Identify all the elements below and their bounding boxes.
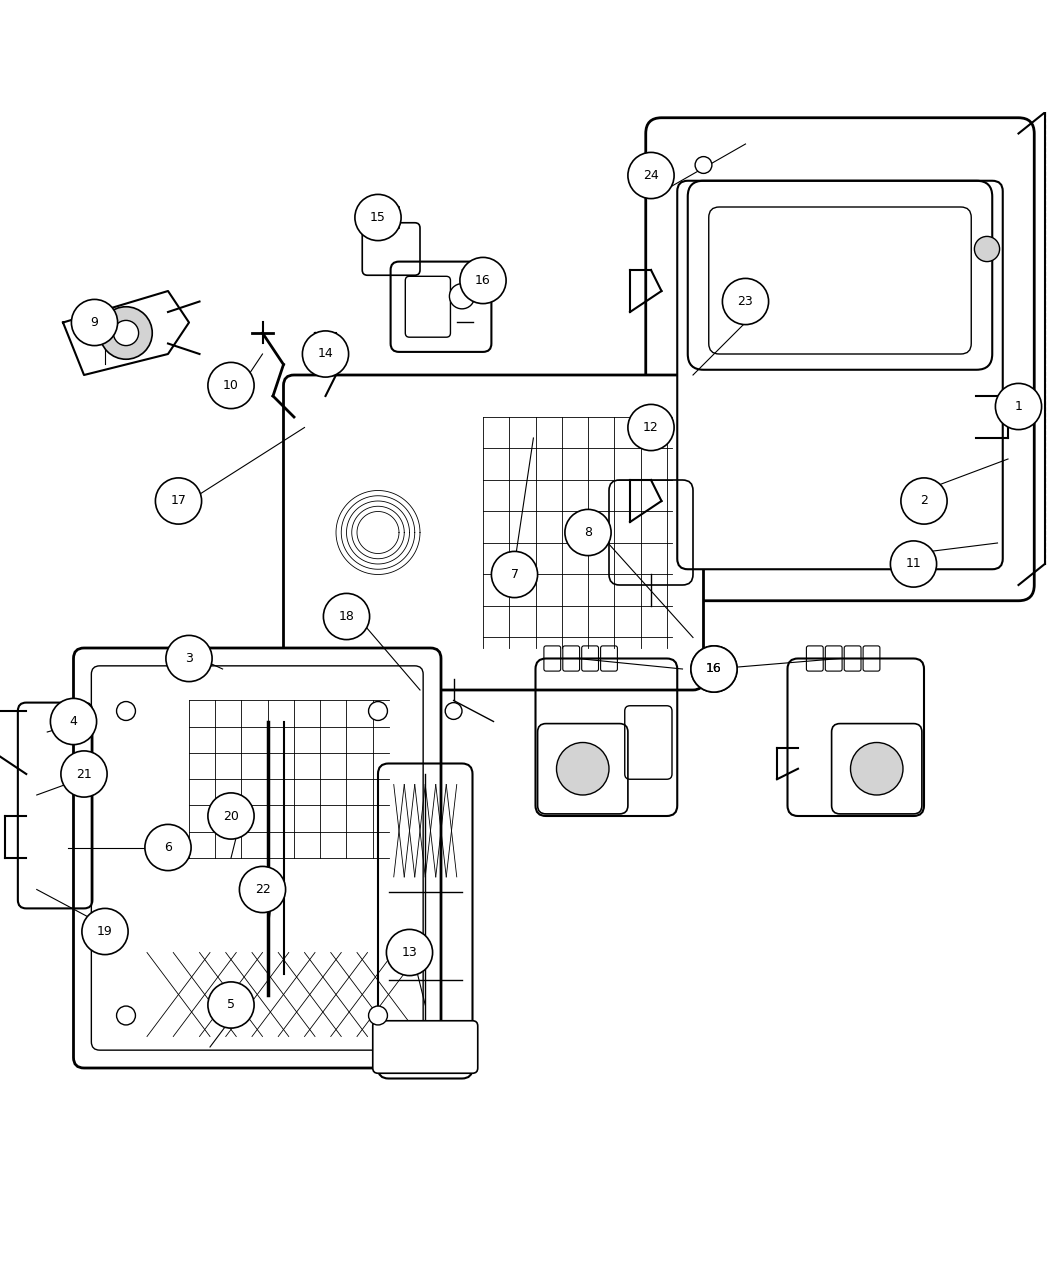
Circle shape [445, 703, 462, 719]
Text: 3: 3 [185, 652, 193, 666]
FancyBboxPatch shape [373, 1021, 478, 1074]
Text: 11: 11 [905, 557, 922, 570]
Circle shape [449, 283, 475, 309]
Text: 20: 20 [223, 810, 239, 822]
Text: 10: 10 [223, 379, 239, 391]
Text: 23: 23 [737, 295, 754, 309]
Circle shape [323, 593, 370, 640]
FancyBboxPatch shape [677, 181, 1003, 569]
Text: 8: 8 [584, 527, 592, 539]
Text: 1: 1 [1014, 400, 1023, 413]
Text: 16: 16 [706, 663, 722, 676]
Circle shape [145, 825, 191, 871]
Text: 16: 16 [706, 663, 722, 676]
Text: 15: 15 [370, 210, 386, 224]
Polygon shape [63, 291, 189, 375]
Circle shape [386, 929, 433, 975]
Text: 21: 21 [76, 768, 92, 780]
Circle shape [113, 320, 139, 346]
FancyBboxPatch shape [74, 648, 441, 1068]
Circle shape [302, 332, 349, 377]
Text: 18: 18 [338, 609, 355, 623]
FancyBboxPatch shape [646, 117, 1034, 601]
Circle shape [117, 701, 135, 720]
Circle shape [117, 1006, 135, 1025]
Text: 17: 17 [170, 495, 187, 507]
Circle shape [691, 646, 737, 692]
Circle shape [369, 701, 387, 720]
Circle shape [995, 384, 1042, 430]
Circle shape [628, 153, 674, 199]
Text: 19: 19 [97, 924, 113, 938]
Circle shape [355, 194, 401, 241]
Circle shape [695, 157, 712, 173]
Circle shape [974, 236, 1000, 261]
Circle shape [50, 699, 97, 745]
Text: 13: 13 [401, 946, 418, 959]
Text: 2: 2 [920, 495, 928, 507]
Text: 22: 22 [254, 884, 271, 896]
Circle shape [890, 541, 937, 587]
Circle shape [100, 307, 152, 360]
Circle shape [166, 635, 212, 682]
Circle shape [491, 551, 538, 598]
Circle shape [556, 742, 609, 796]
Circle shape [369, 1006, 387, 1025]
Circle shape [691, 646, 737, 692]
Circle shape [722, 278, 769, 325]
Text: 24: 24 [643, 170, 659, 182]
Circle shape [850, 742, 903, 796]
Circle shape [155, 478, 202, 524]
Circle shape [71, 300, 118, 346]
Text: 5: 5 [227, 998, 235, 1011]
Circle shape [208, 362, 254, 408]
Circle shape [208, 793, 254, 839]
Circle shape [239, 867, 286, 913]
Circle shape [61, 751, 107, 797]
Text: 14: 14 [317, 348, 334, 361]
Circle shape [460, 258, 506, 303]
Text: 16: 16 [475, 274, 491, 287]
Text: 12: 12 [643, 421, 659, 434]
Text: 7: 7 [510, 567, 519, 581]
Circle shape [82, 908, 128, 955]
Circle shape [208, 982, 254, 1028]
Text: 9: 9 [90, 316, 99, 329]
Circle shape [901, 478, 947, 524]
FancyBboxPatch shape [284, 375, 704, 690]
Circle shape [628, 404, 674, 450]
Circle shape [565, 510, 611, 556]
Text: 6: 6 [164, 842, 172, 854]
Text: 4: 4 [69, 715, 78, 728]
